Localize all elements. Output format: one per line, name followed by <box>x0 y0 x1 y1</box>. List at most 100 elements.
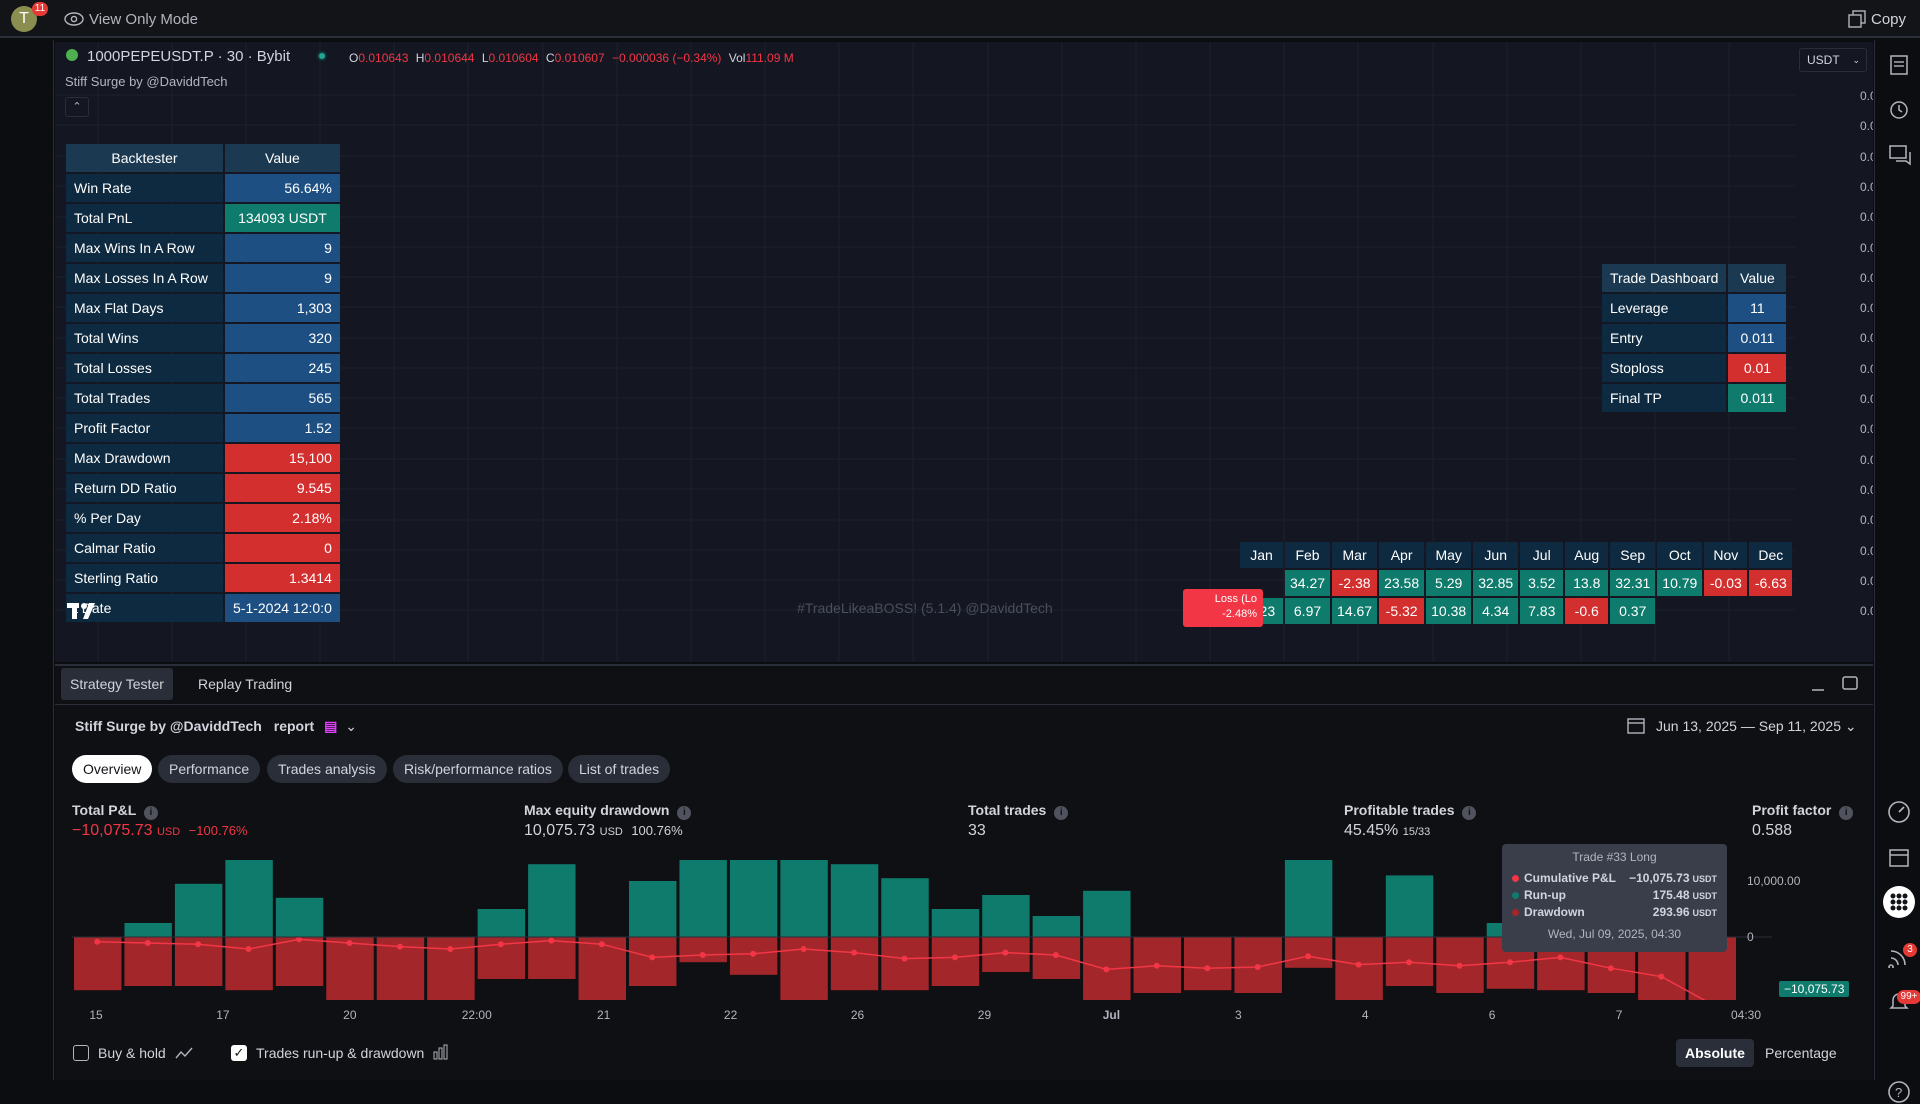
metric-label: Max Wins In A Row <box>66 234 223 262</box>
tooltip-value: −10,075.73 <box>1629 871 1690 885</box>
strategy-title[interactable]: Stiff Surge by @DaviddTech report ▤ ⌄ <box>75 718 357 735</box>
tooltip-value: 293.96 <box>1652 905 1690 919</box>
alarm-clock-icon[interactable] <box>1888 98 1910 120</box>
copy-icon[interactable] <box>1848 10 1866 28</box>
price-tick-label: 0.012800 <box>1860 331 1873 346</box>
watchlist-icon[interactable] <box>1888 54 1910 76</box>
minimize-icon[interactable] <box>1810 678 1826 694</box>
calendar-icon[interactable] <box>1888 846 1910 868</box>
pnl-point <box>750 950 757 957</box>
tooltip-date: Wed, Jul 09, 2025, 04:30 <box>1547 927 1682 941</box>
info-icon[interactable]: i <box>1054 806 1069 820</box>
pnl-point <box>649 954 656 961</box>
absolute-toggle[interactable]: Absolute <box>1676 1039 1754 1067</box>
buy-hold-checkbox[interactable] <box>73 1045 89 1061</box>
volume-label: Vol <box>728 51 746 65</box>
price-chart[interactable]: 1000PEPEUSDT.P · 30 · Bybit O0.010643 H0… <box>55 42 1873 662</box>
table-row: Entry 0.011 <box>1602 324 1787 352</box>
chevron-down-icon: ⌄ <box>1852 55 1860 65</box>
copy-button[interactable]: Copy <box>1871 11 1907 28</box>
pnl-point <box>1204 965 1211 972</box>
runup-bar <box>1284 860 1333 937</box>
table-row: % Per Day 2.18% <box>66 504 340 532</box>
subtab-risk-ratios[interactable]: Risk/performance ratios <box>393 755 563 783</box>
dashboard-value: 0.01 <box>1728 354 1787 382</box>
month-header: Jul <box>1520 542 1564 568</box>
total-trades-title-text: Total trades <box>968 802 1047 818</box>
price-tick-label: 0.012200 <box>1860 422 1873 437</box>
runup-bar <box>881 878 929 937</box>
dashboard-value: 0.011 <box>1728 324 1787 352</box>
high-value: 0.010644 <box>424 51 475 65</box>
metric-value: 2.18% <box>225 504 340 532</box>
price-tick-label: 0.012400 <box>1860 392 1873 406</box>
percentage-toggle[interactable]: Percentage <box>1765 1045 1837 1061</box>
dashboard-value: 0.011 <box>1728 384 1787 412</box>
date-range-select[interactable]: Jun 13, 2025 — Sep 11, 2025 ⌄ <box>1656 718 1857 735</box>
tooltip-row: Cumulative P&L −10,075.73 USDT <box>1512 870 1717 887</box>
info-icon[interactable]: i <box>1462 806 1477 820</box>
price-tick-label: 0.013000 <box>1860 301 1873 316</box>
tooltip-label-text: Run-up <box>1524 888 1566 902</box>
profit-factor-title: Profit factor i <box>1752 802 1854 820</box>
pnl-percent: −100.76% <box>188 823 248 838</box>
drawdown-bar <box>830 937 879 991</box>
subtab-overview[interactable]: Overview <box>72 755 153 783</box>
speedometer-icon[interactable] <box>1887 800 1911 824</box>
price-tick-label: 0.014400 <box>1860 89 1873 103</box>
info-icon[interactable]: i <box>1839 806 1854 820</box>
runup-bar <box>225 860 273 937</box>
info-icon[interactable]: i <box>677 806 692 820</box>
subtab-trades-analysis[interactable]: Trades analysis <box>267 755 387 783</box>
table-row: Max Losses In A Row 9 <box>66 264 340 292</box>
metric-label: Win Rate <box>66 174 223 202</box>
buy-hold-label[interactable]: Buy & hold <box>98 1045 166 1061</box>
help-icon[interactable]: ? <box>1887 1080 1911 1104</box>
profit-ratio: 15/33 <box>1402 826 1431 838</box>
month-header: Mar <box>1332 542 1378 568</box>
calendar-icon[interactable] <box>1627 716 1645 734</box>
table-row: Win Rate 56.64% <box>66 174 340 202</box>
equity-x-label: 3 <box>1234 1008 1242 1022</box>
subtab-performance[interactable]: Performance <box>158 755 261 783</box>
price-tick-label: 0.011800 <box>1860 482 1873 497</box>
metric-value: 9 <box>225 234 340 262</box>
dashboard-label: Final TP <box>1602 384 1727 412</box>
monthly-returns-table: Jan Feb Mar Apr May Jun Jul Aug Sep Oct Nov Dec 34.… <box>1238 540 1794 626</box>
collapse-legend-button[interactable]: ⌃ <box>65 97 89 117</box>
report-label: report <box>273 718 315 734</box>
table-row: Calmar Ratio 0 <box>66 534 340 562</box>
watermark: #TradeLikeaBOSS! (5.1.4) @DaviddTech <box>797 600 1053 616</box>
month-header: Jun <box>1473 542 1519 568</box>
tab-strategy-tester[interactable]: Strategy Tester <box>61 668 173 700</box>
pnl-point <box>1153 962 1160 969</box>
tradingview-logo-icon <box>67 603 95 619</box>
pnl-point <box>800 946 807 952</box>
runup-drawdown-checkbox[interactable]: ✓ <box>231 1045 247 1061</box>
chat-icon[interactable] <box>1888 144 1912 166</box>
apps-button[interactable] <box>1883 886 1915 918</box>
close-label: C <box>545 51 555 65</box>
symbol-title[interactable]: 1000PEPEUSDT.P · 30 · Bybit <box>87 48 291 65</box>
drawdown-bar <box>528 937 576 979</box>
info-icon[interactable]: i <box>143 806 158 820</box>
table-row: Total Wins 320 <box>66 324 340 352</box>
signal-icon[interactable] <box>1888 946 1910 968</box>
equity-x-label: 22 <box>723 1008 738 1022</box>
eye-icon <box>64 12 84 26</box>
runup-drawdown-label[interactable]: Trades run-up & drawdown <box>256 1045 425 1061</box>
tab-replay-trading[interactable]: Replay Trading <box>198 676 293 692</box>
drawdown-bar <box>326 937 374 1000</box>
pnl-point <box>195 941 202 948</box>
month-cell: 34.27 <box>1285 570 1331 596</box>
pnl-point <box>497 941 504 948</box>
legend-dot <box>1512 875 1519 882</box>
subtab-list-of-trades[interactable]: List of trades <box>568 755 671 783</box>
avatar-letter: T <box>19 10 29 27</box>
notifications-badge: 99+ <box>1897 990 1920 1004</box>
pnl-point <box>1658 973 1665 980</box>
maximize-icon[interactable] <box>1841 674 1859 692</box>
total-pnl-value: −10,075.73 USD −100.76% <box>72 822 248 840</box>
indicator-name[interactable]: Stiff Surge by @DaviddTech <box>65 74 228 89</box>
currency-select[interactable]: USDT ⌄ <box>1799 48 1867 72</box>
